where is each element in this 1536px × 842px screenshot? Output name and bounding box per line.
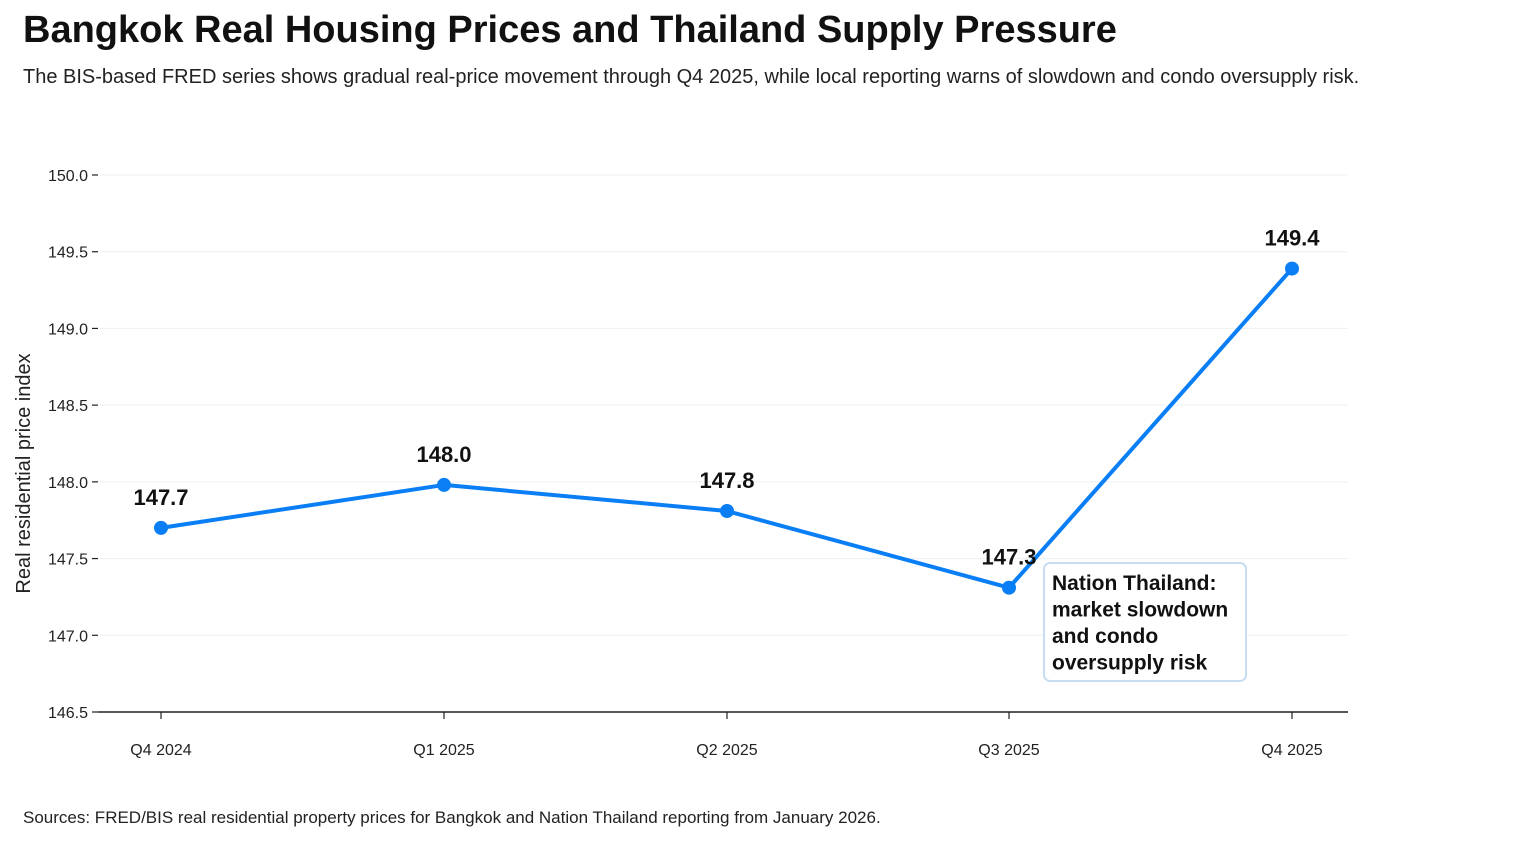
y-tick-label: 148.0 [48,475,88,492]
x-tick-label: Q2 2025 [696,742,757,759]
annotation-text: oversupply risk [1052,652,1208,675]
annotation-text: market slowdown [1052,599,1228,622]
data-label: 147.3 [981,545,1036,570]
data-label: 149.4 [1264,226,1320,251]
y-axis: 146.5 147.0 147.5 148.0 148.5 149.0 149.5 150.0 [48,168,98,722]
y-tick-label: 147.5 [48,552,88,569]
series-layer: 147.7 148.0 147.8 147.3 149.4 [133,226,1320,595]
y-tick-label: 149.0 [48,321,88,338]
data-point [720,504,734,519]
data-point [1285,261,1299,276]
annotation: Nation Thailand: market slowdown and condo… [1043,562,1247,682]
y-tick-label: 147.0 [48,628,88,645]
annotation-text: Nation Thailand: [1052,572,1217,595]
series-line [159,266,1294,590]
y-tick-label: 150.0 [48,168,88,185]
y-tick-label: 146.5 [48,705,88,722]
x-tick-label: Q4 2024 [130,742,191,759]
data-point [1002,580,1016,595]
chart-subtitle: The BIS-based FRED series shows gradual … [23,66,1360,88]
x-tick-label: Q1 2025 [413,742,474,759]
annotation-text: and condo [1052,625,1158,648]
chart-title: Bangkok Real Housing Prices and Thailand… [23,9,1117,51]
data-label: 147.8 [699,468,754,493]
data-point [154,520,168,535]
y-tick-label: 149.5 [48,245,88,262]
source-note: Sources: FRED/BIS real residential prope… [23,808,881,827]
x-axis: Q4 2024 Q1 2025 Q2 2025 Q3 2025 Q4 2025 [98,711,1348,759]
data-point [437,477,451,492]
data-label: 148.0 [416,442,471,467]
x-tick-label: Q3 2025 [978,742,1039,759]
x-tick-label: Q4 2025 [1261,742,1322,759]
annotation-box [1043,562,1247,682]
y-tick-label: 148.5 [48,398,88,415]
y-axis-title: Real residential price index [13,353,35,593]
data-label: 147.7 [133,485,188,510]
